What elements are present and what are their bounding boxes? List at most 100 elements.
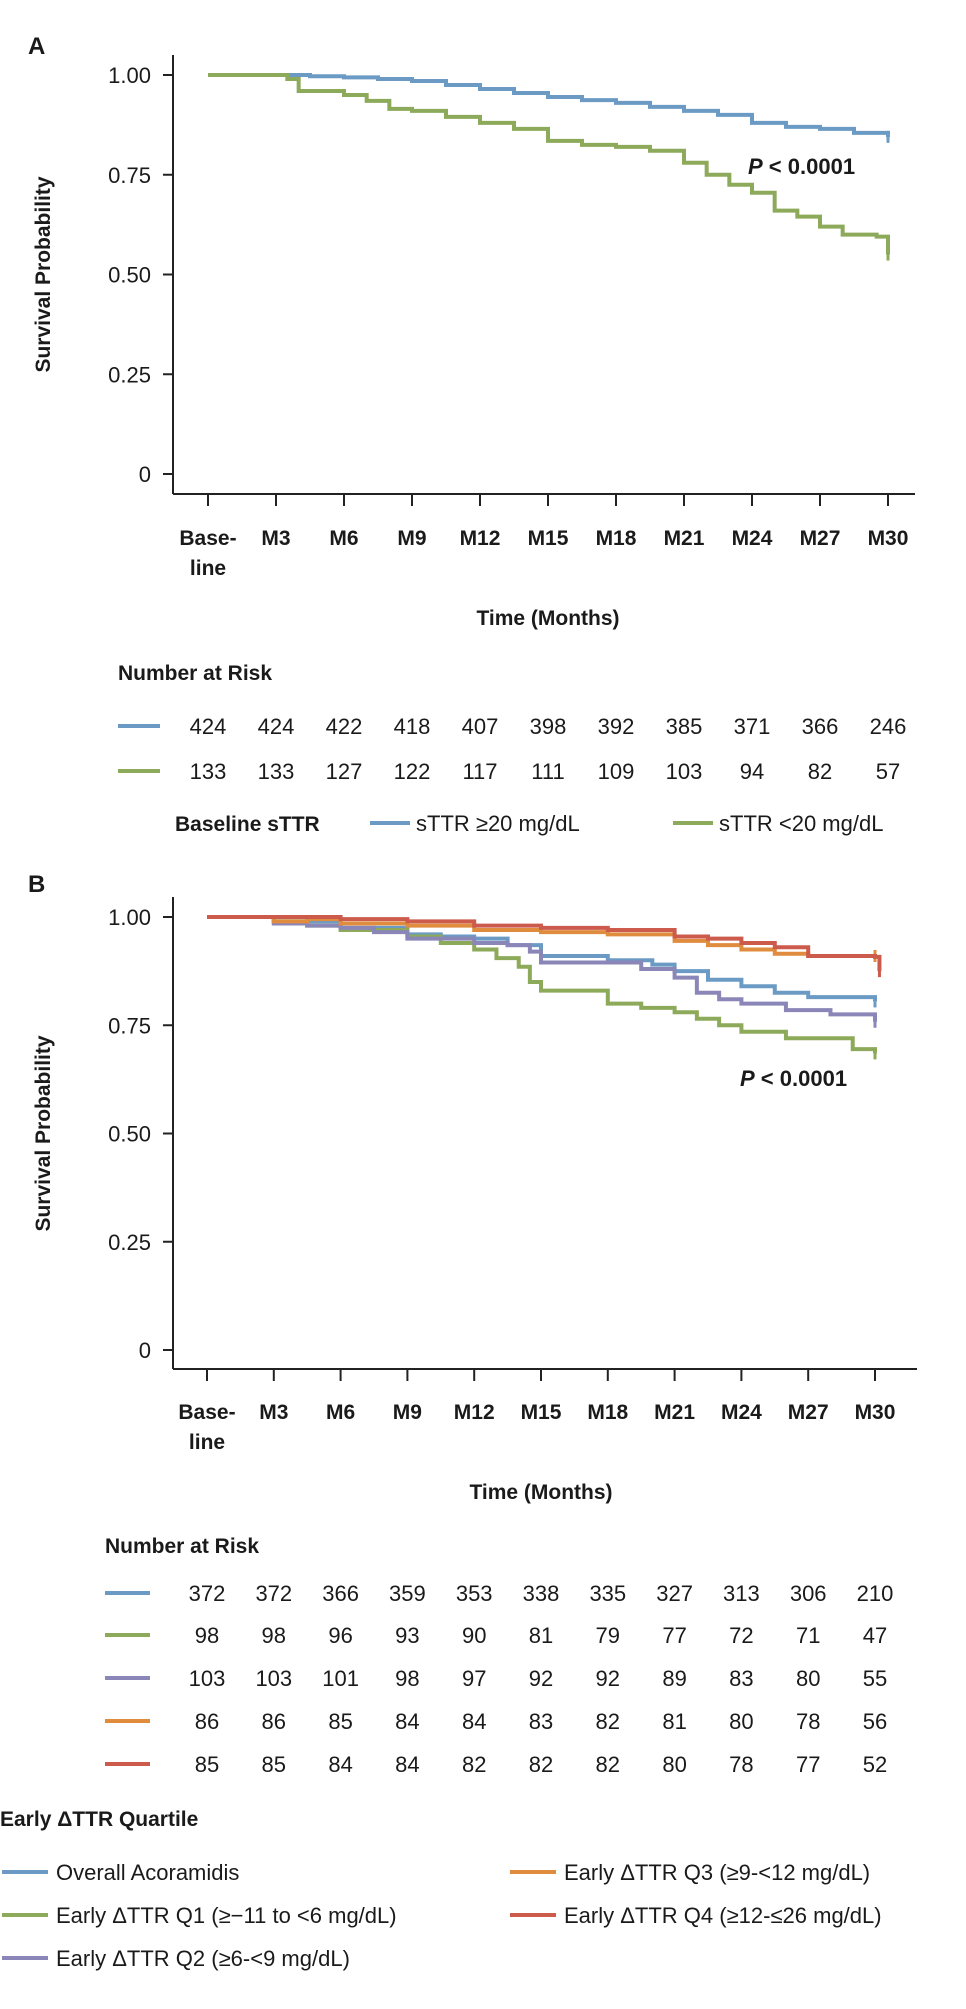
risk-count: 210 [857,1581,894,1606]
x-tick-label: M9 [393,1401,422,1424]
risk-count: 81 [662,1709,686,1734]
y-tick-label: 0 [139,1338,151,1363]
number-at-risk-title: Number at Risk [105,1535,259,1558]
risk-count: 80 [662,1752,686,1777]
x-tick-label: M30 [868,527,909,550]
risk-count: 422 [326,714,363,739]
risk-count: 97 [462,1666,486,1691]
risk-count: 78 [796,1709,820,1734]
x-tick-label: Base- [179,527,236,550]
y-tick-label: 0.50 [108,263,151,288]
risk-count: 56 [863,1709,887,1734]
risk-count: 82 [462,1752,486,1777]
x-tick-label: M3 [261,527,290,550]
risk-count: 372 [189,1581,226,1606]
risk-count: 398 [530,714,567,739]
x-tick-label: M12 [454,1401,495,1424]
x-axis-title: Time (Months) [476,607,619,630]
x-tick-label: M15 [528,527,569,550]
risk-count: 93 [395,1623,419,1648]
risk-count: 98 [262,1623,286,1648]
survival-curve-5 [207,915,882,972]
x-tick-label: M30 [855,1401,896,1424]
risk-count: 372 [255,1581,292,1606]
risk-count: 133 [190,759,227,784]
risk-count: 52 [863,1752,887,1777]
x-tick-label: M3 [259,1401,288,1424]
risk-count: 133 [258,759,295,784]
risk-count: 111 [531,759,564,784]
x-tick-label: Base- [178,1401,235,1424]
legend-label: Early ΔTTR Q4 (≥12-≤26 mg/dL) [564,1903,882,1928]
risk-count: 92 [596,1666,620,1691]
x-tick-label: M9 [397,527,426,550]
risk-count: 89 [662,1666,686,1691]
risk-count: 109 [598,759,635,784]
risk-count: 77 [662,1623,686,1648]
risk-count: 366 [322,1581,359,1606]
risk-count: 78 [729,1752,753,1777]
risk-count: 338 [523,1581,560,1606]
x-tick-label: M27 [800,527,841,550]
risk-count: 77 [796,1752,820,1777]
x-tick-label: M21 [654,1401,695,1424]
y-tick-label: 0.25 [108,1230,151,1255]
risk-count: 246 [870,714,907,739]
x-tick-label: M6 [329,527,358,550]
risk-count: 80 [729,1709,753,1734]
risk-count: 57 [876,759,900,784]
risk-count: 371 [734,714,771,739]
y-tick-label: 0.75 [108,1013,151,1038]
x-tick-label: M15 [521,1401,562,1424]
x-tick-label: M18 [596,527,637,550]
legend-label: Early ΔTTR Q1 (≥−11 to <6 mg/dL) [56,1903,397,1928]
risk-count: 82 [596,1709,620,1734]
y-tick-label: 1.00 [108,905,151,930]
risk-count: 86 [195,1709,219,1734]
survival-curve-3 [207,915,877,1022]
legend-label: Early ΔTTR Q3 (≥9-<12 mg/dL) [564,1860,870,1885]
risk-count: 79 [596,1623,620,1648]
panel-b: B 1.00 0.75 0.50 0.25 0 Survival Probability Ba… [0,871,917,1971]
y-axis-title: Survival Probability [32,1035,55,1231]
risk-count: 71 [796,1623,820,1648]
risk-count: 313 [723,1581,760,1606]
survival-curve-2 [207,915,877,1054]
risk-count: 424 [258,714,295,739]
risk-count: 424 [190,714,227,739]
risk-count: 92 [529,1666,553,1691]
x-tick-label: line [190,557,226,580]
risk-count: 98 [195,1623,219,1648]
panel-label: A [28,33,45,60]
p-value-text: < 0.0001 [763,154,855,179]
x-tick-label: M24 [732,527,773,550]
risk-count: 81 [529,1623,553,1648]
survival-curve-1 [207,915,877,1002]
risk-count: 96 [328,1623,352,1648]
x-tick-label: M21 [664,527,705,550]
risk-count: 84 [462,1709,486,1734]
survival-curve-4 [207,915,875,958]
risk-count: 407 [462,714,499,739]
risk-count: 84 [328,1752,352,1777]
x-tick-label: M12 [460,527,501,550]
p-symbol: P [740,1066,755,1091]
risk-count: 103 [255,1666,292,1691]
risk-count: 418 [394,714,431,739]
x-tick-label: M18 [587,1401,628,1424]
risk-count: 86 [262,1709,286,1734]
risk-count: 385 [666,714,703,739]
x-tick-label: M24 [721,1401,762,1424]
risk-count: 101 [322,1666,359,1691]
legend-title: Baseline sTTR [175,813,320,836]
survival-curve-2 [208,73,890,255]
legend-label: sTTR ≥20 mg/dL [416,811,580,836]
y-tick-label: 0.50 [108,1122,151,1147]
risk-count: 90 [462,1623,486,1648]
x-axis-title: Time (Months) [469,1481,612,1504]
p-value-annotation: P < 0.0001 [740,1066,847,1091]
legend-label: sTTR <20 mg/dL [719,811,883,836]
risk-count: 84 [395,1752,419,1777]
number-at-risk-title: Number at Risk [118,662,272,685]
